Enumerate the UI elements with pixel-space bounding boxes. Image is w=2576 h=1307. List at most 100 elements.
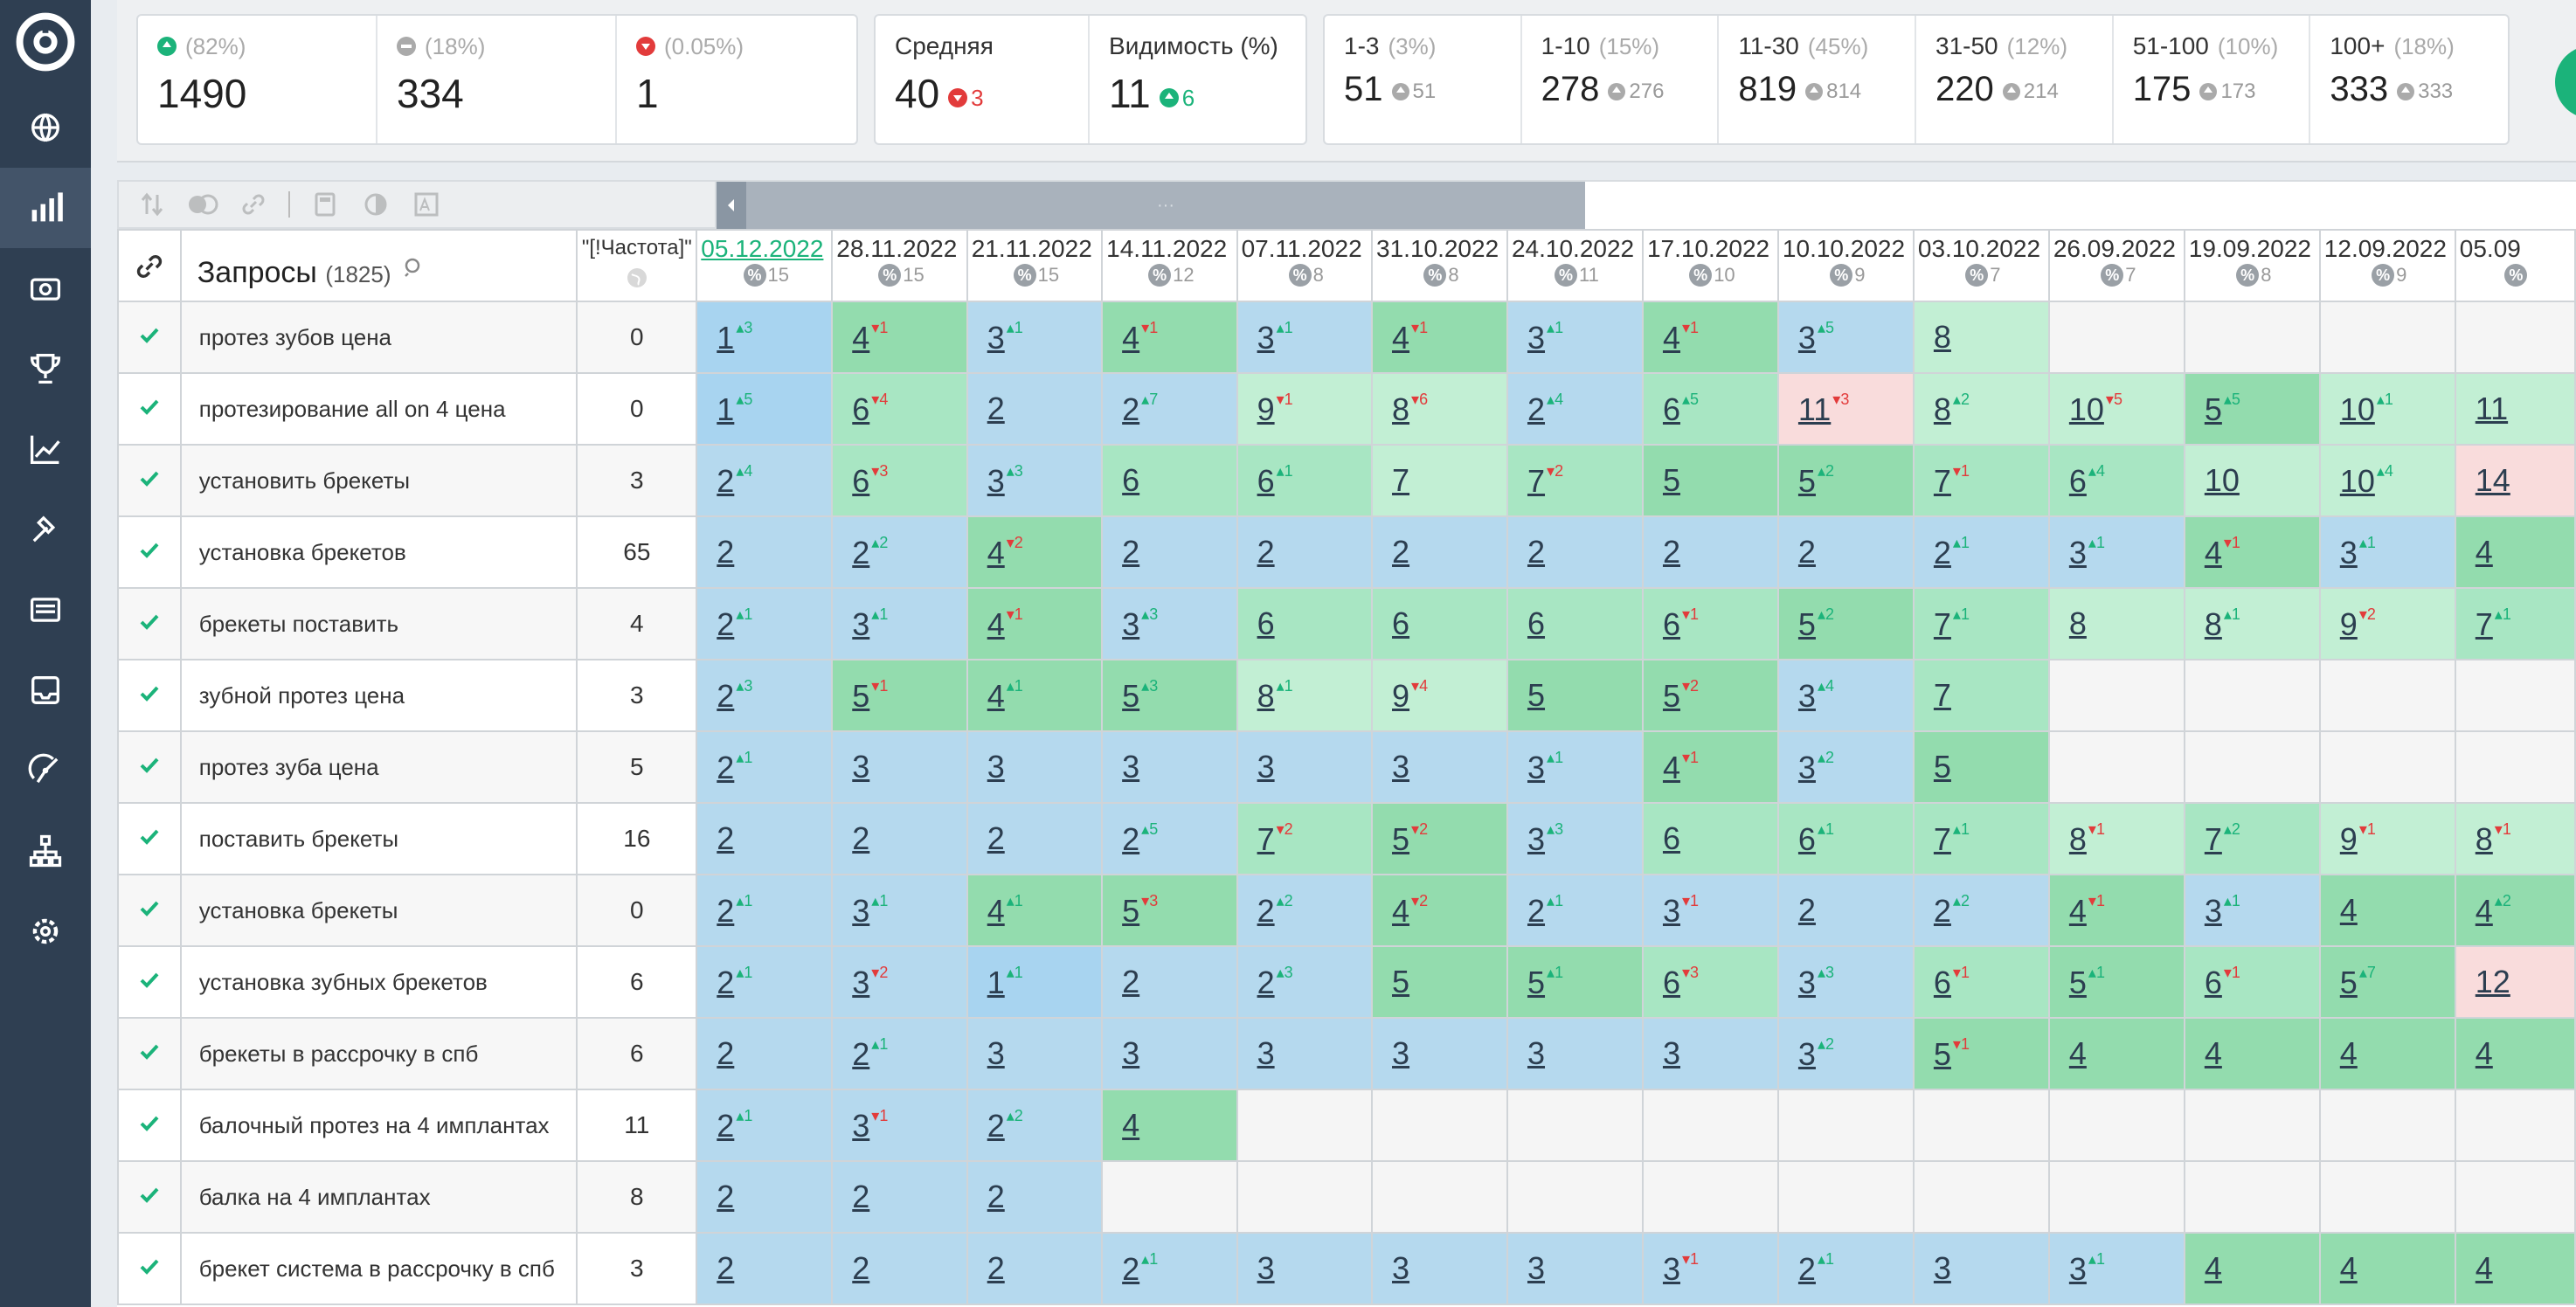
position-value[interactable]: 2	[717, 1179, 735, 1214]
query-cell[interactable]: брекеты в рассрочку в спб	[179, 1017, 578, 1090]
position-value[interactable]: 7	[1933, 677, 1951, 713]
position-value[interactable]: 6	[2068, 462, 2087, 499]
position-cell[interactable]: 6 ▾1	[1641, 587, 1779, 660]
position-cell[interactable]: 6	[1641, 802, 1779, 875]
position-cell[interactable]: 4 ▾1	[2183, 515, 2321, 589]
position-value[interactable]: 6	[1257, 605, 1275, 641]
position-cell[interactable]: 2 ▴1	[696, 945, 834, 1019]
position-value[interactable]: 4	[2204, 1035, 2222, 1071]
position-value[interactable]: 5	[1797, 605, 1816, 642]
position-cell[interactable]: 8 ▾6	[1371, 372, 1508, 446]
position-cell[interactable]: 4 ▴1	[966, 874, 1104, 947]
frequency-header[interactable]: "[!Частота]"	[576, 229, 698, 302]
position-cell[interactable]: 9 ▾1	[1236, 372, 1374, 446]
position-cell[interactable]: 5 ▾2	[1371, 802, 1508, 875]
position-cell[interactable]: 2	[1776, 874, 1915, 947]
query-cell[interactable]: брекет система в рассрочку в спб	[179, 1232, 578, 1305]
scroll-thumb[interactable]: ···	[746, 182, 1585, 229]
position-cell[interactable]: 4 ▾1	[1641, 730, 1779, 804]
position-cell[interactable]: 8 ▴1	[1236, 659, 1374, 732]
position-cell[interactable]: 3 ▴4	[1776, 659, 1915, 732]
row-checkbox[interactable]	[117, 444, 182, 517]
query-cell[interactable]: установить брекеты	[179, 444, 578, 517]
position-cell[interactable]: 11	[2454, 372, 2576, 446]
position-value[interactable]: 8	[1257, 677, 1275, 714]
position-value[interactable]: 9	[2339, 605, 2358, 642]
position-cell[interactable]: 3	[1101, 730, 1238, 804]
position-value[interactable]: 3	[1527, 1035, 1546, 1071]
range-100-plus[interactable]: 100+ (18%) 333 333	[2310, 16, 2508, 143]
position-value[interactable]: 8	[2475, 820, 2493, 857]
position-value[interactable]: 10	[2339, 462, 2375, 499]
position-cell[interactable]: 2	[1101, 515, 1238, 589]
row-checkbox[interactable]	[117, 659, 182, 732]
position-value[interactable]: 8	[1933, 319, 1951, 355]
position-cell[interactable]: 6	[1101, 444, 1238, 517]
position-value[interactable]: 8	[2204, 605, 2222, 642]
position-cell[interactable]: 10 ▴4	[2318, 444, 2456, 517]
position-value[interactable]: 2	[717, 1250, 735, 1286]
position-value[interactable]: 7	[1933, 462, 1951, 499]
query-cell[interactable]: зубной протез цена	[179, 659, 578, 732]
position-value[interactable]: 4	[852, 319, 870, 356]
position-value[interactable]: 3	[1527, 820, 1546, 857]
row-checkbox[interactable]	[117, 1232, 182, 1305]
position-cell[interactable]: 4	[2318, 874, 2456, 947]
position-cell[interactable]: 2	[1236, 515, 1374, 589]
percent-icon[interactable]: %	[2101, 264, 2124, 287]
position-cell[interactable]: 6	[1506, 587, 1644, 660]
date-column-header[interactable]: 17.10.2022% 10	[1641, 229, 1779, 302]
position-cell[interactable]: 6 ▾4	[831, 372, 968, 446]
row-checkbox[interactable]	[117, 802, 182, 875]
position-value[interactable]: 1	[717, 391, 735, 427]
position-value[interactable]: 5	[1122, 677, 1140, 714]
position-cell[interactable]: 3 ▴1	[1506, 730, 1644, 804]
position-cell[interactable]: 4	[2183, 1232, 2321, 1305]
position-cell[interactable]: 2 ▴1	[1101, 1232, 1238, 1305]
position-value[interactable]: 3	[1392, 1250, 1410, 1286]
position-value[interactable]: 10	[2204, 462, 2240, 498]
position-value[interactable]: 3	[1662, 892, 1680, 929]
position-value[interactable]: 5	[852, 677, 870, 714]
stat-improved[interactable]: (82%) 1490	[138, 16, 377, 143]
position-cell[interactable]: 11 ▾3	[1776, 372, 1915, 446]
position-value[interactable]: 3	[1257, 1250, 1275, 1286]
position-value[interactable]: 4	[987, 677, 1005, 714]
position-value[interactable]: 8	[1933, 391, 1951, 427]
position-cell[interactable]: 3 ▴1	[2047, 1232, 2185, 1305]
query-cell[interactable]: балка на 4 имплантах	[179, 1160, 578, 1234]
percent-icon[interactable]: %	[2372, 264, 2395, 287]
position-cell[interactable]: 3	[1641, 1017, 1779, 1090]
position-value[interactable]: 4	[1392, 319, 1410, 356]
position-value[interactable]: 7	[1933, 605, 1951, 642]
position-cell[interactable]: 2	[966, 802, 1104, 875]
position-value[interactable]: 5	[1527, 677, 1546, 713]
position-cell[interactable]: 3	[1101, 1017, 1238, 1090]
position-cell[interactable]: 2	[831, 1160, 968, 1234]
queries-header[interactable]: Запросы (1825)	[179, 229, 578, 302]
position-value[interactable]: 3	[852, 605, 870, 642]
position-cell[interactable]: 2 ▴1	[696, 730, 834, 804]
position-cell[interactable]: 3 ▾1	[831, 1089, 968, 1162]
row-checkbox[interactable]	[117, 1089, 182, 1162]
position-cell[interactable]: 3 ▴1	[1506, 301, 1644, 374]
position-value[interactable]: 3	[852, 892, 870, 929]
horizontal-scrollbar[interactable]: ···	[717, 180, 2576, 229]
query-cell[interactable]: брекеты поставить	[179, 587, 578, 660]
position-value[interactable]: 2	[1797, 1250, 1816, 1287]
position-cell[interactable]: 4 ▾2	[1371, 874, 1508, 947]
position-value[interactable]: 2	[1933, 892, 1951, 929]
position-cell[interactable]: 6 ▾1	[2183, 945, 2321, 1019]
position-value[interactable]: 4	[2475, 892, 2493, 929]
position-cell[interactable]: 4 ▾1	[1101, 301, 1238, 374]
date-column-header[interactable]: 05.12.2022% 15	[696, 229, 834, 302]
position-cell[interactable]: 4	[2454, 1017, 2576, 1090]
position-value[interactable]: 10	[2339, 391, 2375, 427]
query-cell[interactable]: установка зубных брекетов	[179, 945, 578, 1019]
position-cell[interactable]: 2 ▴4	[1506, 372, 1644, 446]
stat-unchanged[interactable]: (18%) 334	[377, 16, 617, 143]
position-value[interactable]: 6	[1933, 964, 1951, 1000]
position-cell[interactable]: 3 ▴3	[1776, 945, 1915, 1019]
position-cell[interactable]: 2	[1371, 515, 1508, 589]
position-cell[interactable]: 3 ▴5	[1776, 301, 1915, 374]
